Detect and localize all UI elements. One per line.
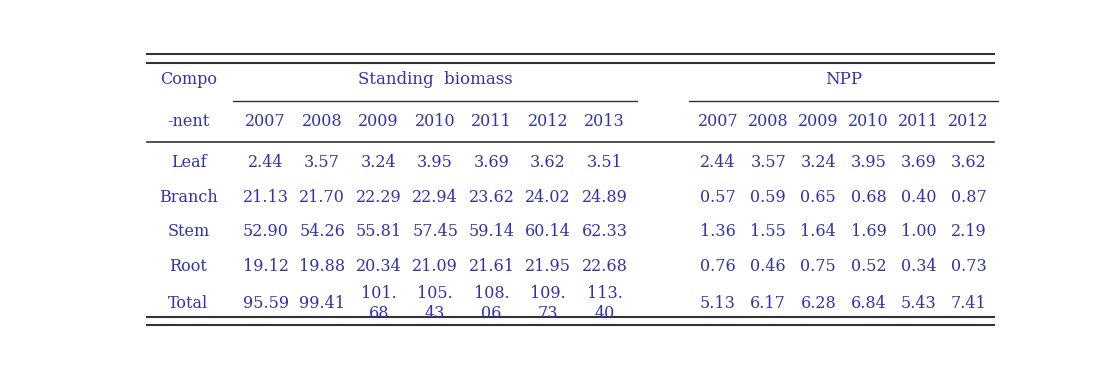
Text: 1.64: 1.64 bbox=[801, 223, 836, 240]
Text: 19.12: 19.12 bbox=[243, 258, 288, 275]
Text: 3.24: 3.24 bbox=[360, 154, 397, 171]
Text: 24.89: 24.89 bbox=[581, 189, 628, 206]
Text: 109.
73: 109. 73 bbox=[530, 285, 566, 322]
Text: 62.33: 62.33 bbox=[581, 223, 628, 240]
Text: Branch: Branch bbox=[159, 189, 217, 206]
Text: 0.68: 0.68 bbox=[851, 189, 886, 206]
Text: 0.76: 0.76 bbox=[700, 258, 736, 275]
Text: Standing  biomass: Standing biomass bbox=[358, 71, 512, 88]
Text: 22.68: 22.68 bbox=[581, 258, 628, 275]
Text: 55.81: 55.81 bbox=[356, 223, 401, 240]
Text: 57.45: 57.45 bbox=[413, 223, 458, 240]
Text: 23.62: 23.62 bbox=[469, 189, 515, 206]
Text: 2013: 2013 bbox=[584, 113, 625, 130]
Text: 22.94: 22.94 bbox=[413, 189, 458, 206]
Text: 0.57: 0.57 bbox=[700, 189, 736, 206]
Text: 2008: 2008 bbox=[302, 113, 343, 130]
Text: 1.36: 1.36 bbox=[700, 223, 736, 240]
Text: 2010: 2010 bbox=[415, 113, 456, 130]
Text: 99.41: 99.41 bbox=[299, 295, 345, 312]
Text: 105.
43: 105. 43 bbox=[417, 285, 452, 322]
Text: 6.28: 6.28 bbox=[801, 295, 836, 312]
Text: 21.95: 21.95 bbox=[525, 258, 571, 275]
Text: 3.62: 3.62 bbox=[530, 154, 566, 171]
Text: 0.87: 0.87 bbox=[950, 189, 987, 206]
Text: 3.57: 3.57 bbox=[304, 154, 340, 171]
Text: 0.46: 0.46 bbox=[751, 258, 786, 275]
Text: -nent: -nent bbox=[167, 113, 210, 130]
Text: 21.61: 21.61 bbox=[469, 258, 515, 275]
Text: 2007: 2007 bbox=[245, 113, 286, 130]
Text: 21.70: 21.70 bbox=[299, 189, 345, 206]
Text: NPP: NPP bbox=[825, 71, 862, 88]
Text: 6.84: 6.84 bbox=[851, 295, 886, 312]
Text: 1.55: 1.55 bbox=[751, 223, 786, 240]
Text: 3.69: 3.69 bbox=[901, 154, 936, 171]
Text: 3.62: 3.62 bbox=[950, 154, 987, 171]
Text: 2008: 2008 bbox=[747, 113, 788, 130]
Text: 3.24: 3.24 bbox=[801, 154, 836, 171]
Text: 21.09: 21.09 bbox=[413, 258, 458, 275]
Text: 113.
40: 113. 40 bbox=[587, 285, 622, 322]
Text: 24.02: 24.02 bbox=[526, 189, 571, 206]
Text: 3.69: 3.69 bbox=[474, 154, 509, 171]
Text: 2.19: 2.19 bbox=[950, 223, 987, 240]
Text: 2009: 2009 bbox=[358, 113, 399, 130]
Text: 3.95: 3.95 bbox=[417, 154, 454, 171]
Text: 2011: 2011 bbox=[898, 113, 939, 130]
Text: 2009: 2009 bbox=[798, 113, 838, 130]
Text: 2011: 2011 bbox=[471, 113, 512, 130]
Text: 0.73: 0.73 bbox=[950, 258, 987, 275]
Text: 2010: 2010 bbox=[848, 113, 888, 130]
Text: 60.14: 60.14 bbox=[526, 223, 571, 240]
Text: 52.90: 52.90 bbox=[243, 223, 288, 240]
Text: 1.69: 1.69 bbox=[851, 223, 886, 240]
Text: 0.40: 0.40 bbox=[901, 189, 936, 206]
Text: 0.75: 0.75 bbox=[801, 258, 836, 275]
Text: 0.34: 0.34 bbox=[901, 258, 936, 275]
Text: 3.51: 3.51 bbox=[587, 154, 622, 171]
Text: 108.
06: 108. 06 bbox=[474, 285, 509, 322]
Text: 101.
68: 101. 68 bbox=[360, 285, 397, 322]
Text: 54.26: 54.26 bbox=[299, 223, 345, 240]
Text: 21.13: 21.13 bbox=[243, 189, 288, 206]
Text: 59.14: 59.14 bbox=[469, 223, 515, 240]
Text: 3.95: 3.95 bbox=[851, 154, 886, 171]
Text: Leaf: Leaf bbox=[171, 154, 206, 171]
Text: 2012: 2012 bbox=[948, 113, 989, 130]
Text: 2.44: 2.44 bbox=[700, 154, 735, 171]
Text: 1.00: 1.00 bbox=[901, 223, 936, 240]
Text: 22.29: 22.29 bbox=[356, 189, 401, 206]
Text: 5.43: 5.43 bbox=[901, 295, 936, 312]
Text: 6.17: 6.17 bbox=[751, 295, 786, 312]
Text: Compo: Compo bbox=[160, 71, 217, 88]
Text: 7.41: 7.41 bbox=[950, 295, 987, 312]
Text: 2007: 2007 bbox=[698, 113, 739, 130]
Text: Root: Root bbox=[170, 258, 207, 275]
Text: 2012: 2012 bbox=[528, 113, 569, 130]
Text: 0.65: 0.65 bbox=[801, 189, 836, 206]
Text: 19.88: 19.88 bbox=[299, 258, 345, 275]
Text: 3.57: 3.57 bbox=[751, 154, 786, 171]
Text: 2.44: 2.44 bbox=[248, 154, 284, 171]
Text: Stem: Stem bbox=[167, 223, 210, 240]
Text: 5.13: 5.13 bbox=[700, 295, 736, 312]
Text: 0.52: 0.52 bbox=[851, 258, 886, 275]
Text: 95.59: 95.59 bbox=[243, 295, 288, 312]
Text: 20.34: 20.34 bbox=[356, 258, 401, 275]
Text: 0.59: 0.59 bbox=[751, 189, 786, 206]
Text: Total: Total bbox=[169, 295, 208, 312]
